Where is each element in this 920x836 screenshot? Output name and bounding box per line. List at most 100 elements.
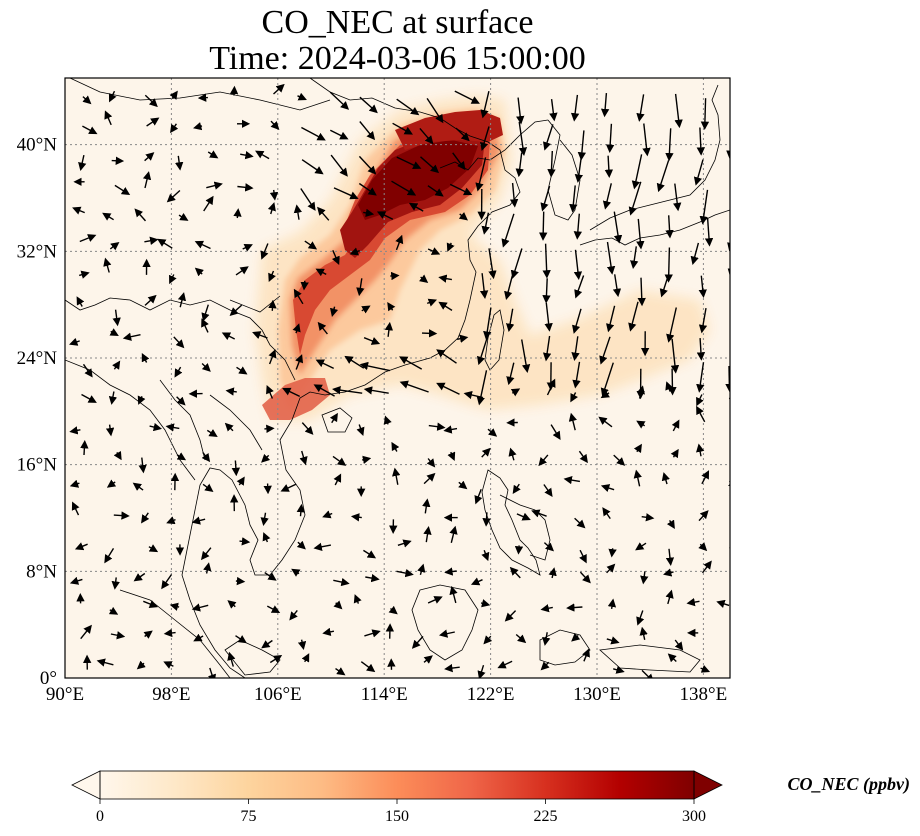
- wind-arrow: [501, 213, 515, 248]
- wind-arrow: [540, 604, 553, 613]
- wind-arrow: [163, 661, 174, 669]
- wind-arrow: [518, 121, 528, 156]
- wind-arrow: [698, 275, 707, 298]
- wind-arrow: [454, 90, 480, 104]
- wind-arrow: [143, 600, 159, 608]
- wind-arrow: [333, 577, 350, 587]
- wind-arrow: [641, 513, 655, 522]
- wind-arrow: [261, 453, 271, 463]
- wind-arrow: [193, 633, 204, 642]
- wind-arrow: [359, 361, 391, 372]
- wind-arrow: [642, 123, 651, 157]
- wind-arrow: [542, 243, 551, 279]
- wind-arrow: [540, 185, 551, 212]
- colorbar-tick-label: 75: [241, 808, 257, 825]
- wind-arrow: [388, 605, 398, 615]
- wind-arrow: [458, 211, 468, 221]
- wind-arrow: [419, 274, 429, 284]
- wind-arrow: [665, 548, 675, 566]
- wind-arrow: [636, 94, 645, 122]
- wind-arrow: [737, 574, 739, 583]
- wind-arrow: [396, 568, 414, 578]
- wind-arrow: [579, 549, 587, 564]
- wind-arrow: [146, 117, 160, 127]
- wind-arrow: [82, 363, 93, 378]
- wind-arrow: [700, 98, 710, 130]
- wind-arrow: [458, 480, 468, 490]
- wind-arrow: [322, 627, 335, 636]
- wind-arrow: [201, 362, 211, 372]
- wind-arrow: [480, 599, 491, 608]
- wind-arrow: [574, 275, 585, 299]
- wind-arrow: [696, 362, 705, 393]
- latitude-tick-label: 40°N: [17, 135, 58, 156]
- wind-arrow: [422, 498, 431, 514]
- wind-arrow: [358, 182, 377, 196]
- wind-arrow: [659, 276, 669, 298]
- wind-arrow: [436, 382, 460, 395]
- wind-arrow: [80, 624, 92, 640]
- wind-arrow: [333, 187, 359, 200]
- wind-arrow: [605, 123, 615, 153]
- wind-arrow: [235, 266, 249, 276]
- wind-arrow: [571, 632, 581, 642]
- wind-arrow: [509, 566, 521, 579]
- wind-arrow: [137, 395, 146, 405]
- wind-arrow: [573, 249, 583, 280]
- wind-arrow: [665, 381, 674, 392]
- wind-arrow: [734, 101, 736, 123]
- wind-arrow: [144, 294, 157, 306]
- wind-arrow: [423, 655, 433, 664]
- wind-arrow: [296, 503, 306, 517]
- wind-arrow: [361, 455, 372, 464]
- wind-arrow: [149, 422, 162, 432]
- wind-arrow: [392, 122, 413, 135]
- wind-arrow: [71, 501, 80, 516]
- wind-arrow: [613, 665, 625, 674]
- wind-arrow: [635, 542, 647, 551]
- wind-arrow: [577, 130, 587, 161]
- wind-arrow: [291, 568, 301, 577]
- wind-arrow: [166, 516, 176, 525]
- wind-arrow: [481, 212, 490, 235]
- wind-arrow: [315, 268, 327, 277]
- wind-arrow: [734, 156, 737, 182]
- wind-arrow: [696, 338, 706, 361]
- wind-arrow: [110, 631, 126, 640]
- wind-arrow: [231, 460, 241, 477]
- wind-arrow: [505, 308, 515, 333]
- colorbar-title: CO_NEC (ppbv): [788, 774, 911, 795]
- wind-arrow: [227, 651, 236, 667]
- wind-arrow: [384, 321, 394, 337]
- wind-arrow: [438, 301, 453, 311]
- wind-arrow: [293, 288, 304, 305]
- wind-arrow: [512, 483, 521, 494]
- wind-arrow: [543, 484, 553, 497]
- wind-arrow: [173, 336, 185, 349]
- wind-arrow: [633, 469, 642, 487]
- wind-arrow: [612, 274, 622, 298]
- wind-arrow: [81, 393, 97, 403]
- wind-arrow: [299, 450, 308, 466]
- wind-arrow: [674, 639, 684, 651]
- colorbar-ticks: 0 75 150 225 300: [96, 799, 706, 825]
- wind-arrow: [166, 189, 181, 203]
- wind-arrow: [600, 93, 610, 118]
- wind-arrow: [701, 470, 710, 485]
- wind-arrow: [82, 95, 92, 105]
- wind-arrow: [227, 600, 237, 609]
- wind-arrow: [268, 270, 276, 283]
- wind-arrow: [436, 349, 457, 364]
- wind-arrow: [365, 573, 380, 583]
- wind-arrow: [109, 328, 119, 336]
- wind-arrow: [427, 247, 441, 255]
- wind-arrow: [96, 658, 114, 667]
- wind-arrow: [606, 563, 616, 574]
- wind-arrow: [364, 629, 381, 638]
- wind-arrow: [170, 123, 179, 134]
- colorbar: 0 75 150 225 300 CO_NEC (ppbv): [71, 770, 911, 825]
- wind-arrow: [142, 171, 152, 189]
- wind-arrow: [686, 597, 700, 607]
- wind-arrow: [301, 422, 314, 435]
- wind-arrow: [602, 183, 612, 210]
